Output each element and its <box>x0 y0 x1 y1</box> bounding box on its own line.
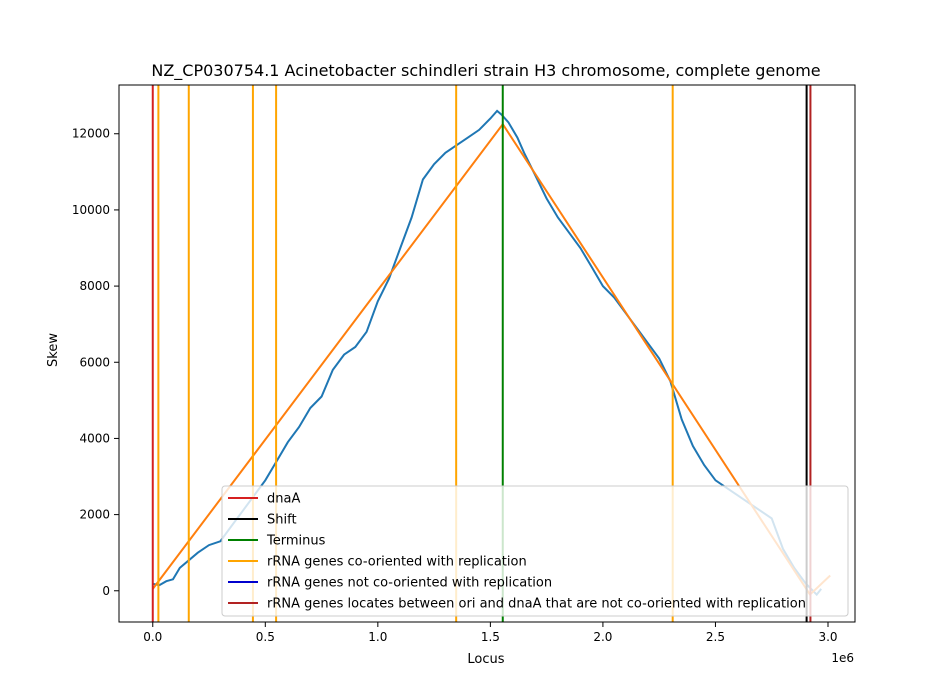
legend-label: rRNA genes co-oriented with replication <box>267 555 527 570</box>
x-tick-label: 2.0 <box>593 630 612 644</box>
x-tick-label: 0.5 <box>256 630 275 644</box>
chart-title: NZ_CP030754.1 Acinetobacter schindleri s… <box>151 61 820 81</box>
y-tick-label: 10000 <box>72 203 110 217</box>
x-tick-label: 1.5 <box>481 630 500 644</box>
x-axis: 0.0 0.5 1.0 1.5 2.0 2.5 3.0 <box>143 622 838 644</box>
y-tick-label: 2000 <box>79 508 110 522</box>
y-axis-label: Skew <box>46 333 61 367</box>
legend: dnaA Shift Terminus rRNA genes co-oriented … <box>221 485 849 617</box>
y-tick-label: 0 <box>102 584 110 598</box>
x-axis-label: Locus <box>467 652 504 667</box>
y-tick-label: 4000 <box>79 431 110 445</box>
legend-label: dnaA <box>267 492 300 507</box>
legend-box <box>221 485 849 617</box>
x-tick-label: 3.0 <box>818 630 837 644</box>
y-tick-label: 6000 <box>79 355 110 369</box>
plot-frame <box>118 84 856 623</box>
plot-area <box>118 84 856 623</box>
legend-label: Shift <box>267 513 297 528</box>
legend-label: Terminus <box>266 534 326 549</box>
y-axis: 0 2000 4000 6000 8000 10000 12000 <box>72 127 119 598</box>
x-axis-offset-label: 1e6 <box>831 651 854 665</box>
x-tick-label: 1.0 <box>368 630 387 644</box>
x-tick-label: 0.0 <box>143 630 162 644</box>
legend-label: rRNA genes locates between ori and dnaA … <box>267 597 806 612</box>
y-tick-label: 8000 <box>79 279 110 293</box>
legend-label: rRNA genes not co-oriented with replicat… <box>267 576 552 591</box>
y-tick-label: 12000 <box>72 127 110 141</box>
x-tick-label: 2.5 <box>706 630 725 644</box>
